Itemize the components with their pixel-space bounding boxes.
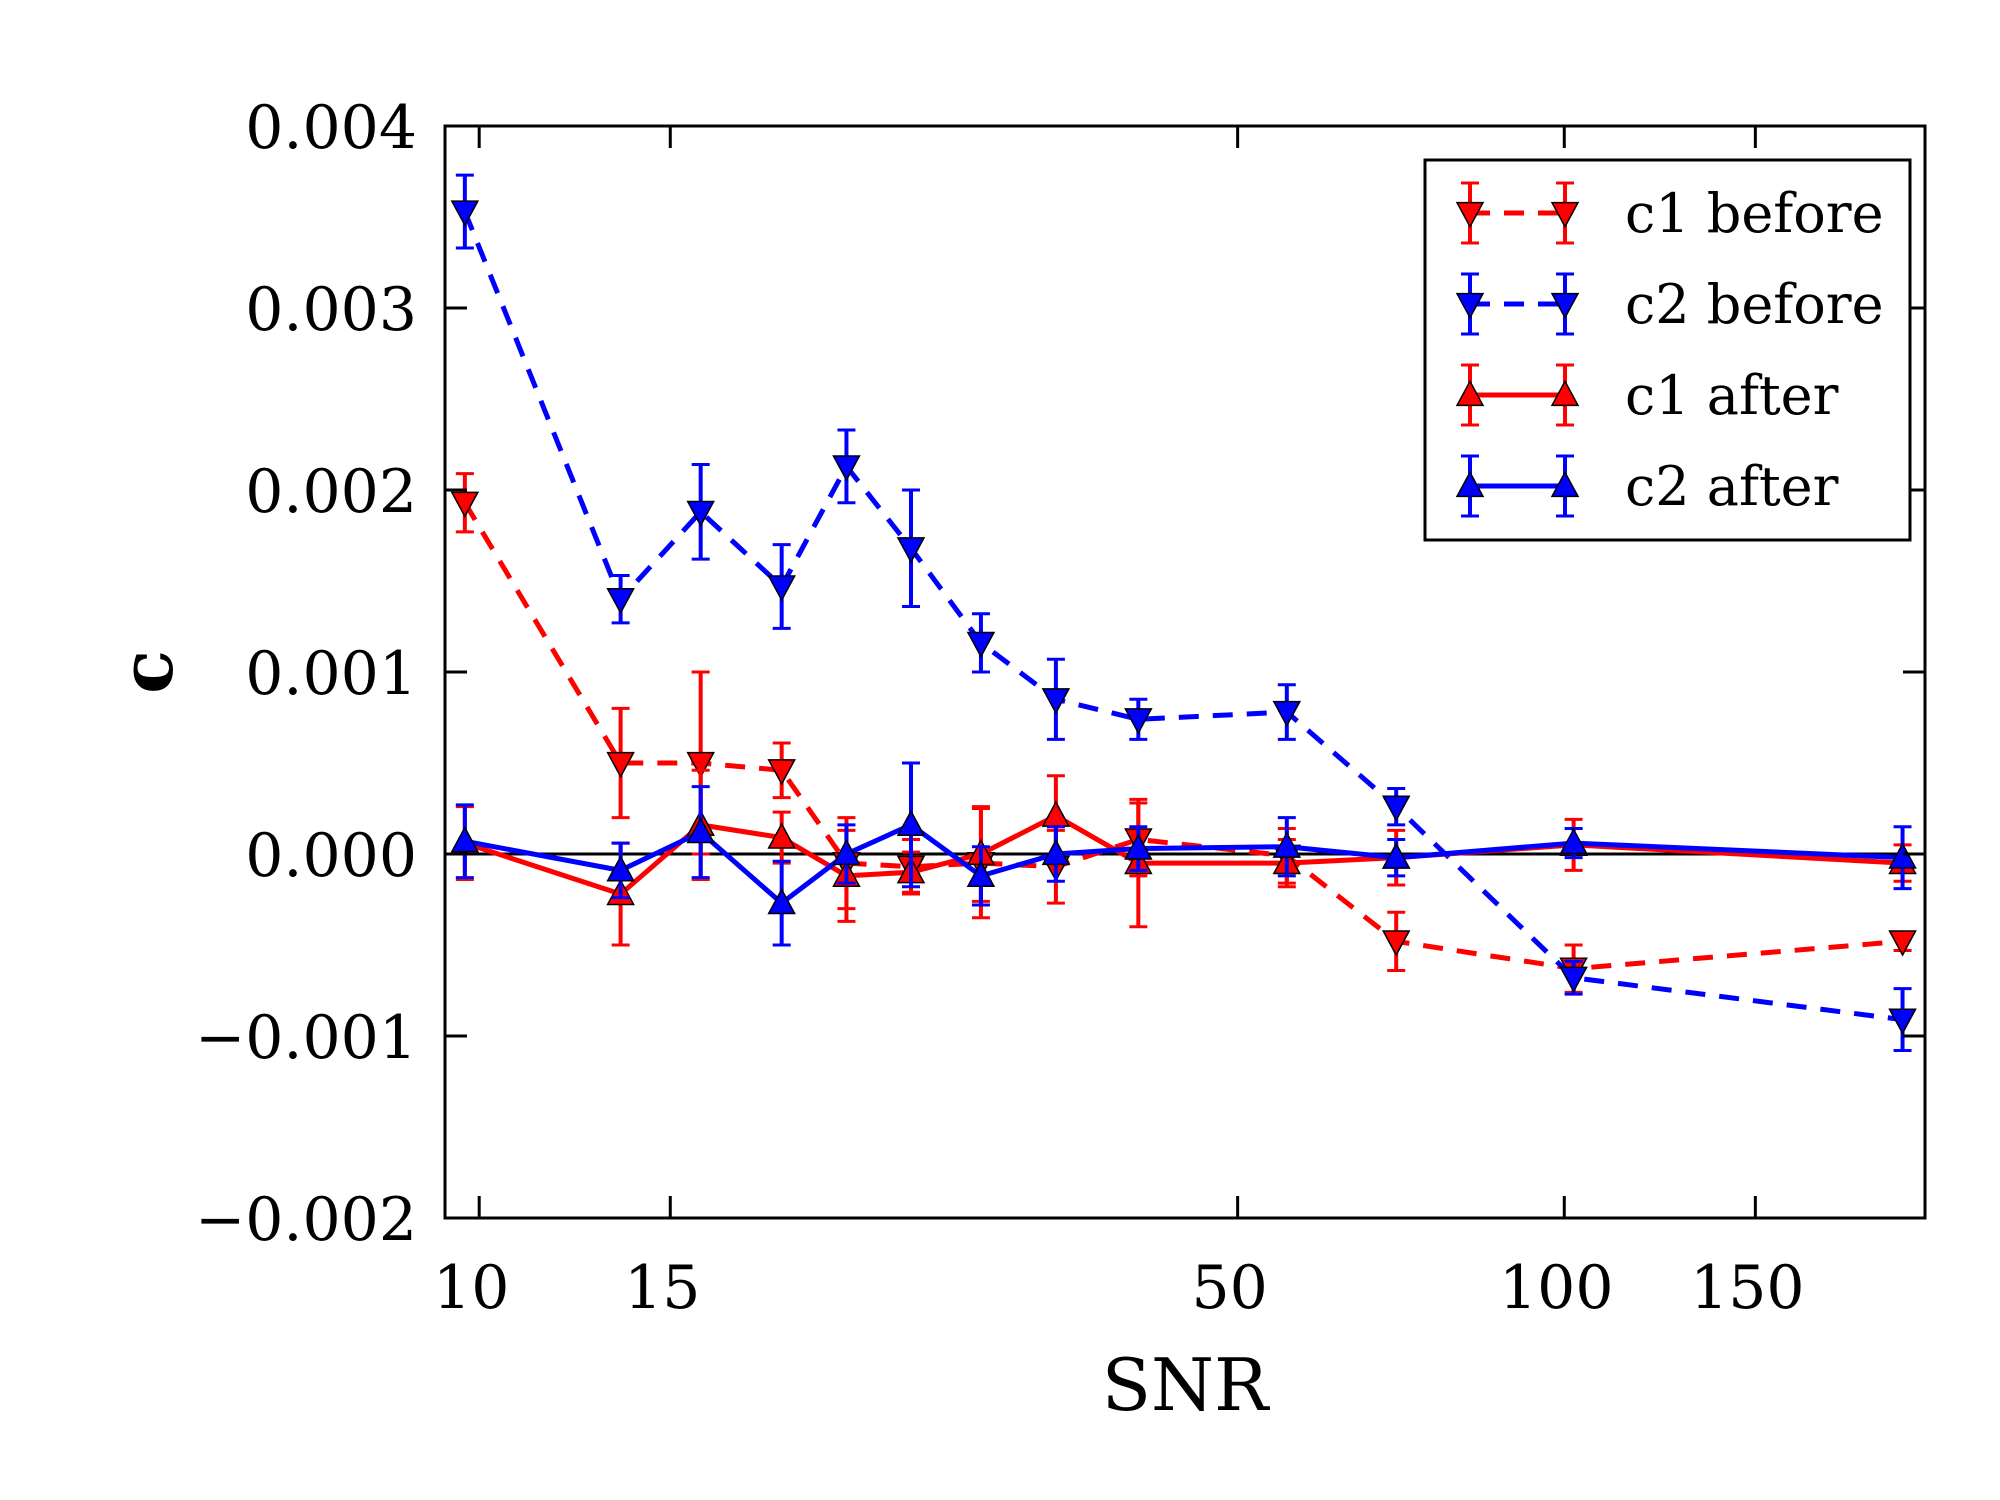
legend-label: c2 before [1625,273,1884,336]
data-point [966,860,996,887]
data-point [767,887,796,915]
data-point [606,588,635,615]
y-tick-label: 0.000 [245,821,417,891]
data-point [686,500,715,528]
data-point [1272,700,1302,728]
legend-label: c1 after [1625,364,1839,427]
data-point [450,200,480,227]
x-tick-label: 100 [1499,1253,1614,1323]
series-c2-after [450,761,1917,947]
legend-label: c2 after [1625,455,1839,518]
y-axis-title: c [104,650,189,694]
data-point [1888,930,1917,957]
y-tick-label: −0.002 [195,1185,417,1255]
data-point [1559,827,1588,855]
data-point [450,826,480,853]
legend-item: c1 before [1455,181,1884,245]
x-tick-label: 15 [624,1253,700,1323]
legend-label: c1 before [1625,182,1884,245]
data-point [1124,833,1153,860]
y-tick-label: −0.001 [195,1003,417,1073]
legend-item: c2 after [1455,454,1839,518]
plot-area [445,173,1925,1053]
data-point [686,816,715,844]
data-point [1041,838,1071,866]
x-tick-label: 50 [1191,1253,1267,1323]
data-point [606,751,635,779]
data-point [767,575,796,602]
legend: c1 before c2 before c1 after c2 after [1423,158,1912,542]
data-point [832,838,861,866]
data-point [767,822,796,849]
data-point [966,631,996,659]
y-tick-label: 0.002 [245,457,417,527]
data-point [896,537,926,564]
x-tick-label: 150 [1690,1253,1805,1323]
data-point [1888,1008,1917,1035]
data-point [1124,708,1153,735]
legend-marker [1550,201,1580,229]
x-axis-title: SNR [1102,1343,1270,1427]
data-point [1041,688,1071,715]
legend-item: c2 before [1455,272,1884,336]
data-point [1888,842,1917,869]
legend-marker [1455,379,1485,407]
legend-box [1423,158,1912,542]
y-tick-label: 0.001 [245,639,417,709]
data-point [1559,966,1588,993]
legend-marker [1455,292,1485,320]
data-point [767,759,796,786]
data-point [686,751,715,779]
y-tick-label: 0.004 [245,93,417,163]
axis-ticks: −0.002 −0.001 0.000 0.001 0.002 0.003 0.004 10 1… [195,93,1925,1323]
legend-marker [1455,201,1485,229]
x-tick-label: 10 [433,1253,509,1323]
data-point [1381,795,1411,822]
data-point [832,455,861,482]
legend-marker [1550,470,1580,498]
data-point [1381,930,1411,957]
data-point [896,809,926,837]
data-point [450,491,480,518]
y-tick-label: 0.003 [245,275,417,345]
data-point [1381,842,1411,869]
data-point [1272,831,1302,858]
legend-marker [1550,379,1580,407]
legend-marker [1550,292,1580,320]
series-c2-before [450,173,1917,1053]
data-point [606,855,635,882]
legend-marker [1455,470,1485,498]
legend-item: c1 after [1455,363,1839,427]
